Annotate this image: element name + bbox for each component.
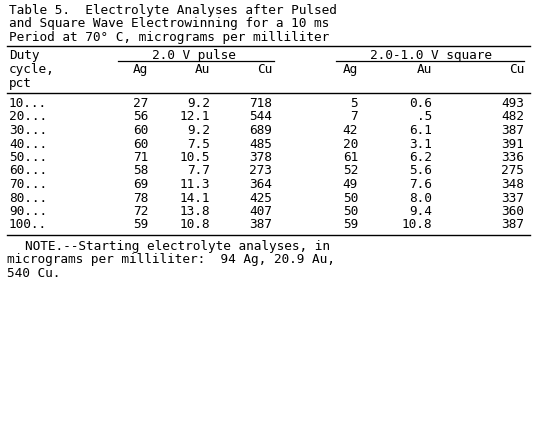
Text: 364: 364 (249, 178, 272, 191)
Text: 387: 387 (501, 219, 524, 232)
Text: 11.3: 11.3 (180, 178, 210, 191)
Text: 69: 69 (133, 178, 148, 191)
Text: 61: 61 (343, 151, 358, 164)
Text: 20: 20 (343, 138, 358, 151)
Text: 718: 718 (249, 97, 272, 110)
Text: 49: 49 (343, 178, 358, 191)
Text: 387: 387 (249, 219, 272, 232)
Text: 9.4: 9.4 (409, 205, 432, 218)
Text: 10.5: 10.5 (180, 151, 210, 164)
Text: 3.1: 3.1 (409, 138, 432, 151)
Text: 540 Cu.: 540 Cu. (7, 267, 60, 280)
Text: 56: 56 (133, 110, 148, 124)
Text: 348: 348 (501, 178, 524, 191)
Text: 6.1: 6.1 (409, 124, 432, 137)
Text: 336: 336 (501, 151, 524, 164)
Text: 485: 485 (249, 138, 272, 151)
Text: 544: 544 (249, 110, 272, 124)
Text: 275: 275 (501, 165, 524, 177)
Text: 72: 72 (133, 205, 148, 218)
Text: 58: 58 (133, 165, 148, 177)
Text: 6.2: 6.2 (409, 151, 432, 164)
Text: 13.8: 13.8 (180, 205, 210, 218)
Text: 5.6: 5.6 (409, 165, 432, 177)
Text: 337: 337 (501, 191, 524, 205)
Text: 12.1: 12.1 (180, 110, 210, 124)
Text: 7: 7 (350, 110, 358, 124)
Text: 20...: 20... (9, 110, 47, 124)
Text: 8.0: 8.0 (409, 191, 432, 205)
Text: Duty: Duty (9, 49, 40, 63)
Text: 90...: 90... (9, 205, 47, 218)
Text: 387: 387 (501, 124, 524, 137)
Text: 360: 360 (501, 205, 524, 218)
Text: 7.7: 7.7 (187, 165, 210, 177)
Text: Cu: Cu (257, 63, 272, 76)
Text: 391: 391 (501, 138, 524, 151)
Text: 5: 5 (350, 97, 358, 110)
Text: 78: 78 (133, 191, 148, 205)
Text: 9.2: 9.2 (187, 124, 210, 137)
Text: 40...: 40... (9, 138, 47, 151)
Text: 27: 27 (133, 97, 148, 110)
Text: 493: 493 (501, 97, 524, 110)
Text: 10...: 10... (9, 97, 47, 110)
Text: .5: .5 (417, 110, 432, 124)
Text: 50...: 50... (9, 151, 47, 164)
Text: Ag: Ag (343, 63, 358, 76)
Text: 0.6: 0.6 (409, 97, 432, 110)
Text: 100..: 100.. (9, 219, 47, 232)
Text: 60: 60 (133, 124, 148, 137)
Text: 9.2: 9.2 (187, 97, 210, 110)
Text: cycle,: cycle, (9, 63, 55, 76)
Text: 30...: 30... (9, 124, 47, 137)
Text: 7.5: 7.5 (187, 138, 210, 151)
Text: 10.8: 10.8 (401, 219, 432, 232)
Text: 689: 689 (249, 124, 272, 137)
Text: and Square Wave Electrowinning for a 10 ms: and Square Wave Electrowinning for a 10 … (9, 18, 329, 31)
Text: 10.8: 10.8 (180, 219, 210, 232)
Text: Cu: Cu (509, 63, 524, 76)
Text: 42: 42 (343, 124, 358, 137)
Text: 482: 482 (501, 110, 524, 124)
Text: pct: pct (9, 77, 32, 89)
Text: 70...: 70... (9, 178, 47, 191)
Text: 71: 71 (133, 151, 148, 164)
Text: 59: 59 (343, 219, 358, 232)
Text: 50: 50 (343, 205, 358, 218)
Text: 2.0-1.0 V square: 2.0-1.0 V square (370, 49, 492, 63)
Text: 50: 50 (343, 191, 358, 205)
Text: 2.0 V pulse: 2.0 V pulse (152, 49, 236, 63)
Text: 7.6: 7.6 (409, 178, 432, 191)
Text: Table 5.  Electrolyte Analyses after Pulsed: Table 5. Electrolyte Analyses after Puls… (9, 4, 337, 17)
Text: 407: 407 (249, 205, 272, 218)
Text: NOTE.--Starting electrolyte analyses, in: NOTE.--Starting electrolyte analyses, in (25, 240, 330, 253)
Text: 425: 425 (249, 191, 272, 205)
Text: Au: Au (417, 63, 432, 76)
Text: Au: Au (195, 63, 210, 76)
Text: Ag: Ag (133, 63, 148, 76)
Text: 273: 273 (249, 165, 272, 177)
Text: 14.1: 14.1 (180, 191, 210, 205)
Text: 378: 378 (249, 151, 272, 164)
Text: Period at 70° C, micrograms per milliliter: Period at 70° C, micrograms per millilit… (9, 31, 329, 44)
Text: 52: 52 (343, 165, 358, 177)
Text: 60: 60 (133, 138, 148, 151)
Text: micrograms per milliliter:  94 Ag, 20.9 Au,: micrograms per milliliter: 94 Ag, 20.9 A… (7, 254, 335, 266)
Text: 80...: 80... (9, 191, 47, 205)
Text: 60...: 60... (9, 165, 47, 177)
Text: 59: 59 (133, 219, 148, 232)
